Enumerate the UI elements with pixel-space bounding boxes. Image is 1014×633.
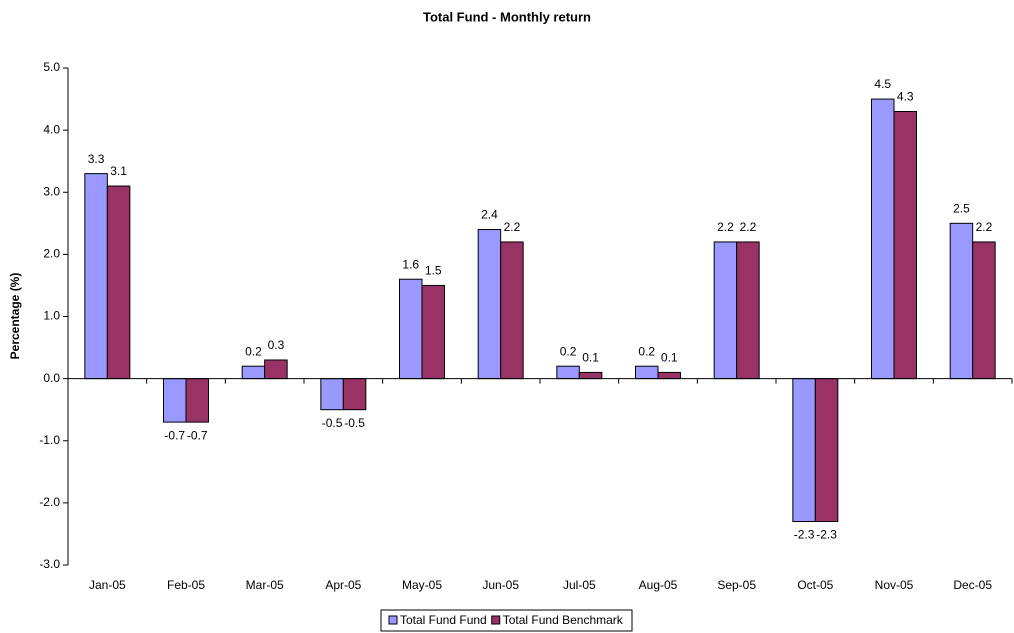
x-tick-label: Mar-05	[246, 578, 284, 592]
bar	[500, 241, 524, 380]
legend-label: Total Fund Benchmark	[503, 613, 624, 627]
y-tick-label: 0.0	[43, 371, 60, 385]
bar	[871, 98, 895, 380]
bar	[84, 173, 108, 380]
y-tick-label: -2.0	[39, 495, 60, 509]
bar	[342, 378, 367, 411]
legend-swatch	[388, 615, 398, 625]
bar	[893, 110, 917, 380]
x-tick-label: Jun-05	[482, 578, 519, 592]
x-tick-label: Jul-05	[563, 578, 596, 592]
x-tick-label: Jan-05	[89, 578, 126, 592]
x-tick-label: May-05	[402, 578, 442, 592]
data-label: 2.4	[481, 208, 498, 222]
bar	[949, 222, 974, 380]
bar	[241, 365, 266, 380]
bar	[657, 371, 681, 380]
data-label: 2.2	[504, 220, 521, 234]
bar	[477, 229, 502, 380]
data-label: -0.5	[344, 416, 365, 430]
bar	[578, 371, 603, 380]
x-tick-label: Nov-05	[875, 578, 914, 592]
data-label: -0.7	[164, 428, 185, 442]
bar	[713, 241, 738, 380]
data-label: 0.1	[661, 351, 678, 365]
legend-swatch	[491, 615, 501, 625]
bar	[635, 365, 659, 380]
data-label: 2.2	[717, 220, 734, 234]
y-axis-label: Percentage (%)	[8, 273, 22, 360]
y-tick-label: 2.0	[43, 247, 60, 261]
legend-box	[380, 609, 633, 632]
legend-label: Total Fund Fund	[400, 613, 487, 627]
y-tick-label: 5.0	[43, 60, 60, 74]
x-tick-label: Feb-05	[167, 578, 205, 592]
chart-title: Total Fund - Monthly return	[423, 9, 591, 24]
data-label: 3.1	[110, 164, 127, 178]
data-label: -2.3	[794, 528, 815, 542]
data-label: -2.3	[816, 528, 837, 542]
data-label: 3.3	[88, 152, 105, 166]
data-label: 2.2	[740, 220, 757, 234]
bar	[556, 365, 580, 380]
data-label: 1.5	[425, 264, 442, 278]
data-label: 4.3	[897, 90, 914, 104]
bar	[320, 378, 344, 411]
y-tick-label: -3.0	[39, 557, 60, 571]
bar	[814, 378, 839, 523]
x-tick-label: Sep-05	[717, 578, 756, 592]
y-tick-label: 4.0	[43, 122, 60, 136]
bar	[421, 284, 445, 380]
data-label: 2.5	[953, 201, 970, 215]
data-label: 0.3	[268, 338, 285, 352]
data-label: 0.1	[582, 351, 599, 365]
data-label: -0.7	[187, 428, 208, 442]
bar	[972, 241, 996, 380]
y-tick-label: 3.0	[43, 184, 60, 198]
x-tick-label: Oct-05	[797, 578, 833, 592]
data-label: 4.5	[874, 77, 891, 91]
y-tick-label: -1.0	[39, 433, 60, 447]
bar	[106, 185, 131, 380]
bar	[163, 378, 187, 423]
x-tick-label: Apr-05	[325, 578, 361, 592]
y-tick-label: 1.0	[43, 309, 60, 323]
bar	[185, 378, 209, 423]
bar	[736, 241, 760, 380]
bar	[399, 278, 423, 380]
data-label: 1.6	[402, 257, 419, 271]
data-label: 0.2	[245, 344, 262, 358]
x-tick-label: Aug-05	[639, 578, 678, 592]
data-label: 2.2	[976, 220, 993, 234]
data-label: 0.2	[560, 344, 577, 358]
bar	[792, 378, 816, 523]
data-label: -0.5	[322, 416, 343, 430]
x-tick-label: Dec-05	[953, 578, 992, 592]
bar	[264, 359, 288, 380]
data-label: 0.2	[638, 344, 655, 358]
